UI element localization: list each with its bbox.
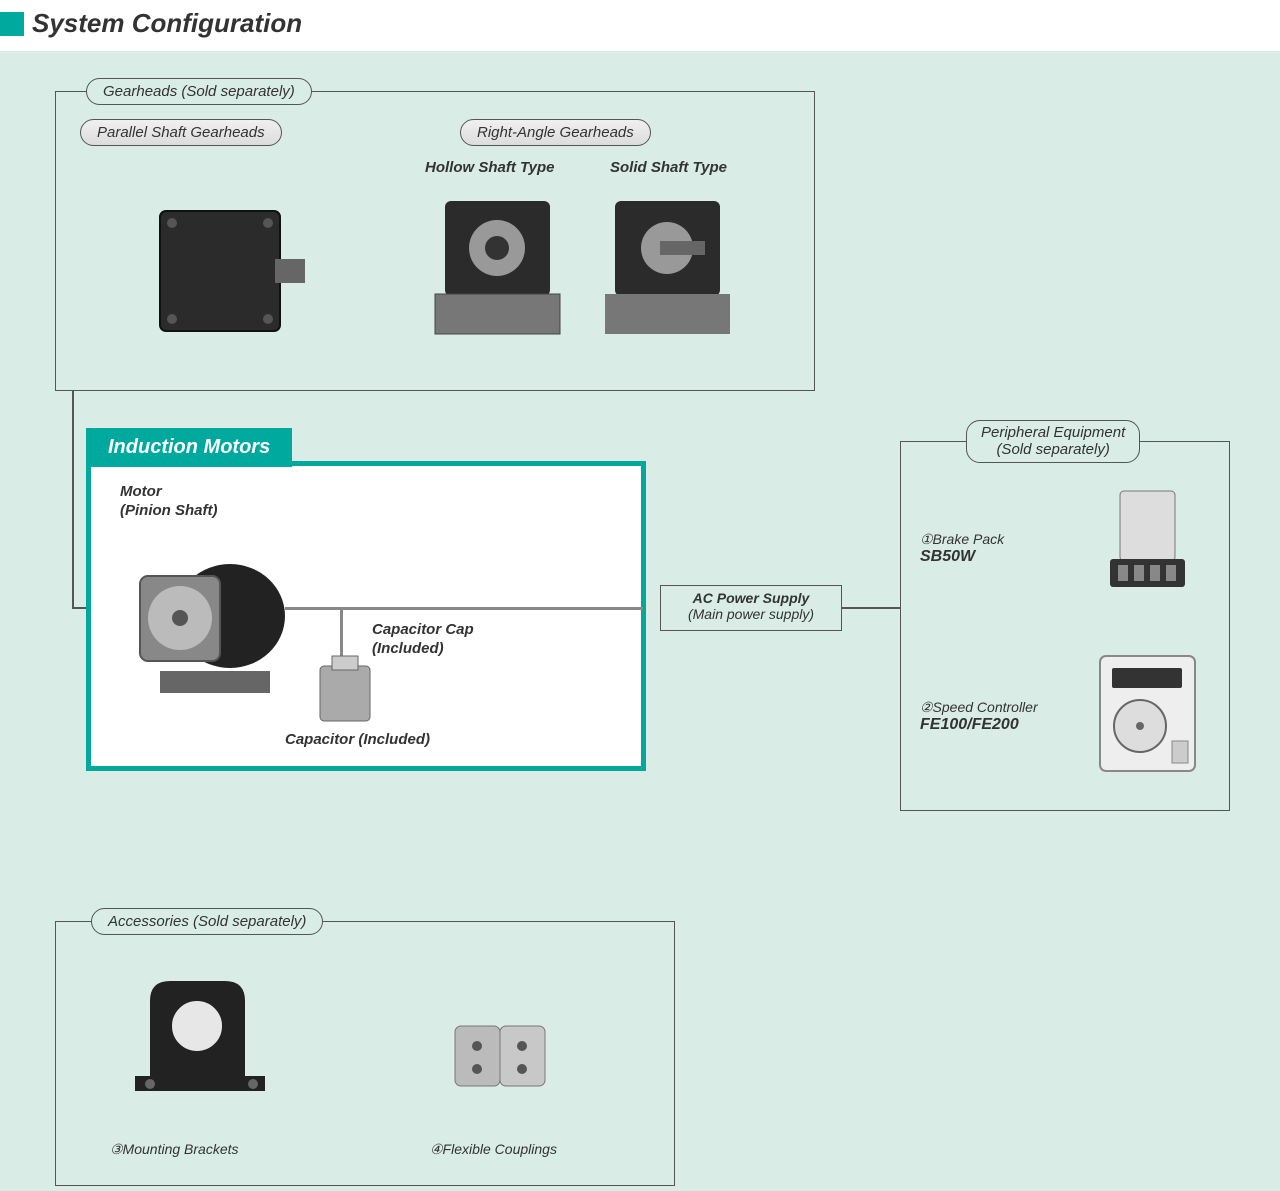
brake-pack-label: ①Brake Pack — [920, 531, 1004, 548]
ac-power-line2: (Main power supply) — [661, 606, 841, 622]
solid-shaft-gearhead-icon — [590, 186, 750, 356]
peripheral-legend: Peripheral Equipment (Sold separately) — [966, 420, 1140, 463]
induction-motors-tab: Induction Motors — [86, 428, 292, 467]
speed-controller-label: ②Speed Controller — [920, 699, 1038, 716]
page-title: System Configuration — [32, 8, 302, 39]
speed-controller-model: FE100/FE200 — [920, 716, 1038, 734]
motor-wire-h — [285, 607, 643, 610]
peripheral-legend-line2: (Sold separately) — [996, 441, 1109, 458]
brake-pack-icon — [1100, 481, 1200, 601]
brake-pack-model: SB50W — [920, 548, 1004, 566]
speed-controller-icon — [1090, 646, 1210, 786]
capacitor-cap-label: Capacitor Cap (Included) — [372, 621, 474, 659]
capacitor-cap-line2: (Included) — [372, 640, 444, 657]
motor-label-line1: Motor — [120, 483, 162, 500]
gearheads-legend: Gearheads (Sold separately) — [86, 78, 312, 105]
connector-ac-to-peripheral — [842, 607, 900, 609]
peripheral-legend-line1: Peripheral Equipment — [981, 424, 1125, 441]
brake-pack-label-group: ①Brake Pack SB50W — [920, 531, 1004, 566]
motor-label: Motor (Pinion Shaft) — [120, 483, 218, 521]
motor-icon — [110, 521, 310, 721]
hollow-shaft-label: Hollow Shaft Type — [425, 159, 554, 176]
connector-gear-to-motor-v — [72, 391, 74, 609]
diagram-panel: Gearheads (Sold separately) Parallel Sha… — [0, 51, 1280, 1191]
motor-label-line2: (Pinion Shaft) — [120, 502, 218, 519]
mounting-bracket-icon — [115, 961, 285, 1121]
parallel-gearhead-icon — [140, 181, 320, 361]
ac-power-line1: AC Power Supply — [661, 590, 841, 606]
page-title-bar: System Configuration — [0, 0, 1280, 51]
flexible-coupling-icon — [440, 1001, 570, 1111]
flexible-couplings-label: ④Flexible Couplings — [430, 1141, 557, 1158]
right-angle-pill: Right-Angle Gearheads — [460, 119, 651, 146]
capacitor-label: Capacitor (Included) — [285, 731, 430, 750]
title-accent-square — [0, 12, 24, 36]
capacitor-cap-line1: Capacitor Cap — [372, 621, 474, 638]
solid-shaft-label: Solid Shaft Type — [610, 159, 727, 176]
capacitor-icon — [310, 651, 380, 731]
mounting-brackets-label: ③Mounting Brackets — [110, 1141, 239, 1158]
speed-controller-label-group: ②Speed Controller FE100/FE200 — [920, 699, 1038, 734]
hollow-shaft-gearhead-icon — [420, 186, 580, 356]
accessories-legend: Accessories (Sold separately) — [91, 908, 323, 935]
ac-power-box: AC Power Supply (Main power supply) — [660, 585, 842, 631]
parallel-shaft-pill: Parallel Shaft Gearheads — [80, 119, 282, 146]
connector-gear-to-motor-h — [72, 607, 86, 609]
